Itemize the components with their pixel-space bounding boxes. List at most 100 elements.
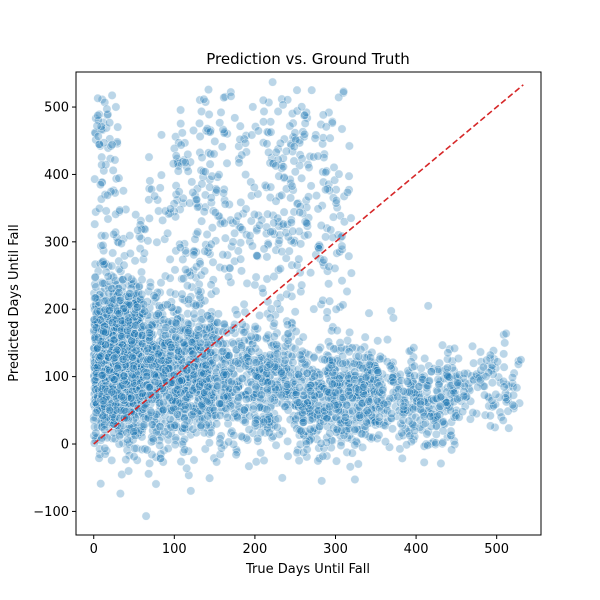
data-point bbox=[298, 417, 308, 427]
data-point bbox=[375, 354, 385, 364]
data-point bbox=[271, 340, 281, 350]
data-point bbox=[276, 390, 286, 400]
data-point bbox=[237, 341, 247, 351]
data-point bbox=[337, 124, 347, 134]
data-point bbox=[108, 165, 118, 175]
data-point bbox=[93, 131, 103, 141]
data-point bbox=[364, 308, 374, 318]
data-point bbox=[204, 438, 214, 448]
data-point bbox=[262, 139, 272, 149]
data-point bbox=[316, 438, 326, 448]
data-point bbox=[203, 382, 213, 392]
data-point bbox=[119, 371, 129, 381]
data-point bbox=[435, 401, 445, 411]
data-point bbox=[158, 405, 168, 415]
data-point bbox=[241, 394, 251, 404]
data-point bbox=[191, 300, 201, 310]
data-point bbox=[241, 170, 251, 180]
data-point bbox=[156, 170, 166, 180]
data-point bbox=[90, 272, 100, 282]
data-point bbox=[378, 385, 388, 395]
data-point bbox=[137, 388, 147, 398]
data-point bbox=[236, 431, 246, 441]
data-point bbox=[189, 126, 199, 136]
data-point bbox=[452, 394, 462, 404]
x-tick-label: 200 bbox=[242, 542, 267, 557]
data-point bbox=[236, 238, 246, 248]
data-point bbox=[228, 237, 238, 247]
data-point bbox=[507, 372, 517, 382]
data-point bbox=[296, 426, 306, 436]
data-point bbox=[111, 102, 121, 112]
data-point bbox=[365, 352, 375, 362]
data-point bbox=[110, 155, 120, 165]
data-point bbox=[331, 196, 341, 206]
data-point bbox=[171, 151, 181, 161]
data-point bbox=[108, 248, 118, 258]
data-point bbox=[217, 142, 227, 152]
data-point bbox=[409, 343, 419, 353]
data-point bbox=[422, 429, 432, 439]
data-point bbox=[508, 390, 518, 400]
data-point bbox=[176, 457, 186, 467]
data-point bbox=[305, 424, 315, 434]
data-point bbox=[250, 210, 260, 220]
data-point bbox=[125, 288, 135, 298]
data-point bbox=[297, 173, 307, 183]
data-point bbox=[149, 291, 159, 301]
data-point bbox=[388, 313, 398, 323]
data-point bbox=[316, 221, 326, 231]
data-point bbox=[219, 218, 229, 228]
data-point bbox=[479, 390, 489, 400]
data-point bbox=[321, 232, 331, 242]
data-point bbox=[331, 456, 341, 466]
data-point bbox=[287, 181, 297, 191]
data-point bbox=[186, 486, 196, 496]
data-point bbox=[162, 300, 172, 310]
data-point bbox=[247, 346, 257, 356]
data-point bbox=[306, 181, 316, 191]
data-point bbox=[251, 272, 261, 282]
data-point bbox=[174, 187, 184, 197]
data-point bbox=[311, 191, 321, 201]
data-point bbox=[423, 440, 433, 450]
data-point bbox=[155, 183, 165, 193]
data-point bbox=[206, 428, 216, 438]
data-point bbox=[239, 299, 249, 309]
data-point bbox=[251, 382, 261, 392]
data-point bbox=[200, 266, 210, 276]
data-point bbox=[209, 149, 219, 159]
data-point bbox=[235, 121, 245, 131]
data-point bbox=[94, 139, 104, 149]
data-point bbox=[213, 339, 223, 349]
data-point bbox=[397, 428, 407, 438]
data-point bbox=[219, 370, 229, 380]
data-point bbox=[176, 388, 186, 398]
data-point bbox=[181, 265, 191, 275]
data-point bbox=[233, 211, 243, 221]
data-point bbox=[145, 176, 155, 186]
data-point bbox=[326, 225, 336, 235]
data-point bbox=[176, 140, 186, 150]
data-point bbox=[182, 365, 192, 375]
data-point bbox=[294, 370, 304, 380]
data-point bbox=[115, 295, 125, 305]
data-point bbox=[200, 167, 210, 177]
data-point bbox=[372, 366, 382, 376]
data-point bbox=[118, 354, 128, 364]
data-point bbox=[151, 479, 161, 489]
data-point bbox=[324, 363, 334, 373]
data-point bbox=[180, 445, 190, 455]
data-point bbox=[103, 271, 113, 281]
data-point bbox=[150, 191, 160, 201]
data-point bbox=[107, 387, 117, 397]
data-point bbox=[105, 118, 115, 128]
data-point bbox=[144, 469, 154, 479]
data-point bbox=[95, 290, 105, 300]
data-point bbox=[264, 147, 274, 157]
data-point bbox=[183, 166, 193, 176]
data-point bbox=[397, 453, 407, 463]
data-point bbox=[410, 371, 420, 381]
data-point bbox=[213, 309, 223, 319]
data-point bbox=[283, 320, 293, 330]
